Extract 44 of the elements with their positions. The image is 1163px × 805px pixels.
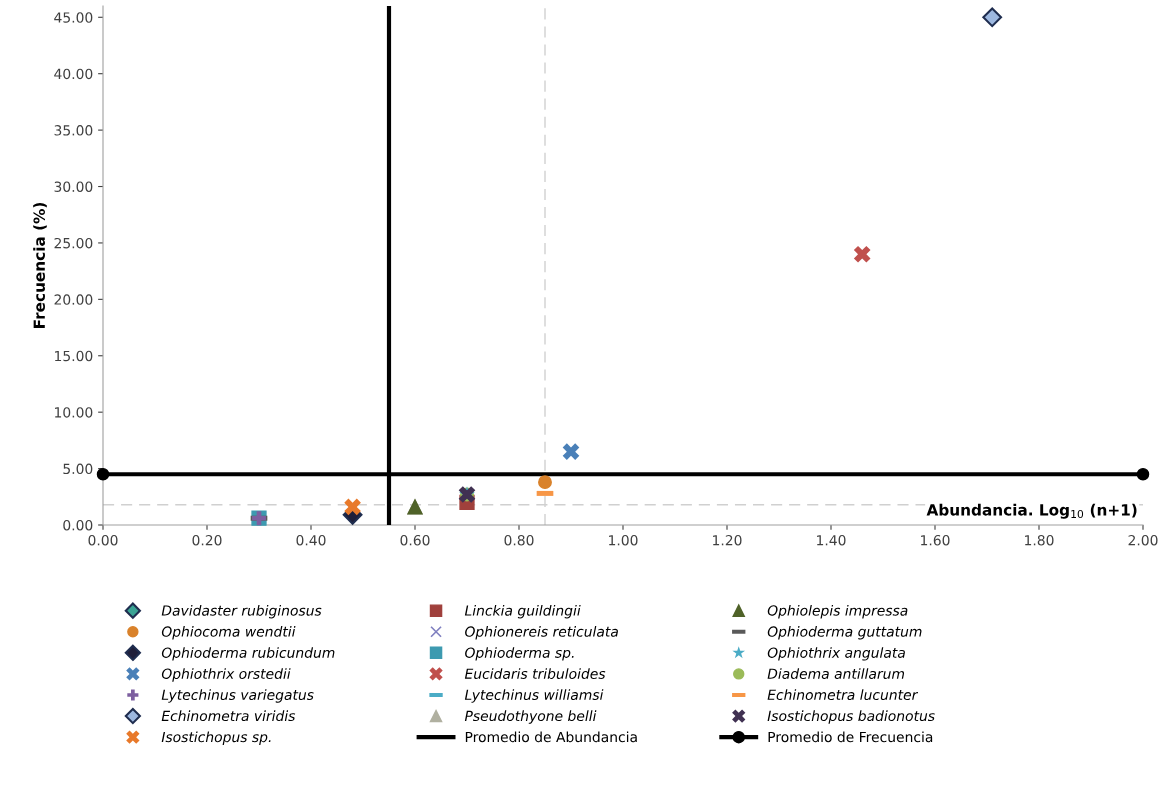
x-tick-label: 1.40 [817,534,846,546]
legend-label: Diadema antillarum [767,668,905,679]
legend-label: Promedio de Abundancia [465,731,637,743]
legend-label: Echinometra lucunter [767,689,919,701]
y-tick-label: 5.00 [63,463,93,475]
legend-label: Lytechinus variegatus [161,689,314,703]
x-tick-label: 2.00 [1128,534,1158,546]
y-tick-label: 15.00 [55,350,93,362]
legend-label: Echinometra viridis [161,710,296,722]
x-tick-label: 1.00 [609,534,638,546]
legend-label: Davidaster rubiginosus [161,604,322,619]
legend-label: Eucidaris tribuloides [464,668,606,679]
y-tick-label: 30.00 [54,181,93,192]
x-tick-label: 0.00 [88,534,118,546]
x-tick-label: 0.80 [504,534,534,546]
legend-label: Ophiothrix orstedii [161,668,291,682]
legend-label: Pseudothyone belli [464,710,597,724]
x-tick-label: 0.40 [296,534,326,546]
legend-label: Ophiocoma wendtii [161,626,296,640]
legend-label: Ophioderma guttatum [767,626,922,640]
y-tick-label: 25.00 [54,237,93,249]
legend-label: Ophioderma rubicundum [161,647,335,661]
legend-label: Linckia guildingii [464,604,581,619]
y-tick-label: 45.00 [54,12,93,23]
legend-label: Ophioderma sp. [465,647,574,661]
y-axis-title: Frecuencia (%) [33,202,47,328]
legend-label: Isostichopus sp. [161,731,271,745]
x-axis-title: Abundancia. Log$_{10}$ (n+1) [926,503,1137,519]
legend-label: Lytechinus williamsi [464,689,604,703]
y-tick-label: 40.00 [54,68,93,80]
x-tick-label: 1.80 [1025,534,1054,546]
y-tick-label: 10.00 [55,407,93,418]
legend-label: Ophiolepis impressa [767,604,908,619]
x-tick-label: 1.20 [713,534,742,546]
legend-label: Ophionereis reticulata [465,626,618,640]
y-tick-label: 35.00 [54,125,93,136]
x-tick-label: 0.20 [192,534,222,546]
y-tick-label: 0.00 [63,519,93,531]
y-tick-label: 20.00 [54,294,93,305]
x-tick-label: 0.60 [400,534,430,546]
legend-label: Ophiothrix angulata [767,647,905,661]
legend-label: Promedio de Frecuencia [768,731,933,743]
x-tick-label: 1.60 [921,534,950,546]
legend-label: Isostichopus badionotus [767,710,935,724]
